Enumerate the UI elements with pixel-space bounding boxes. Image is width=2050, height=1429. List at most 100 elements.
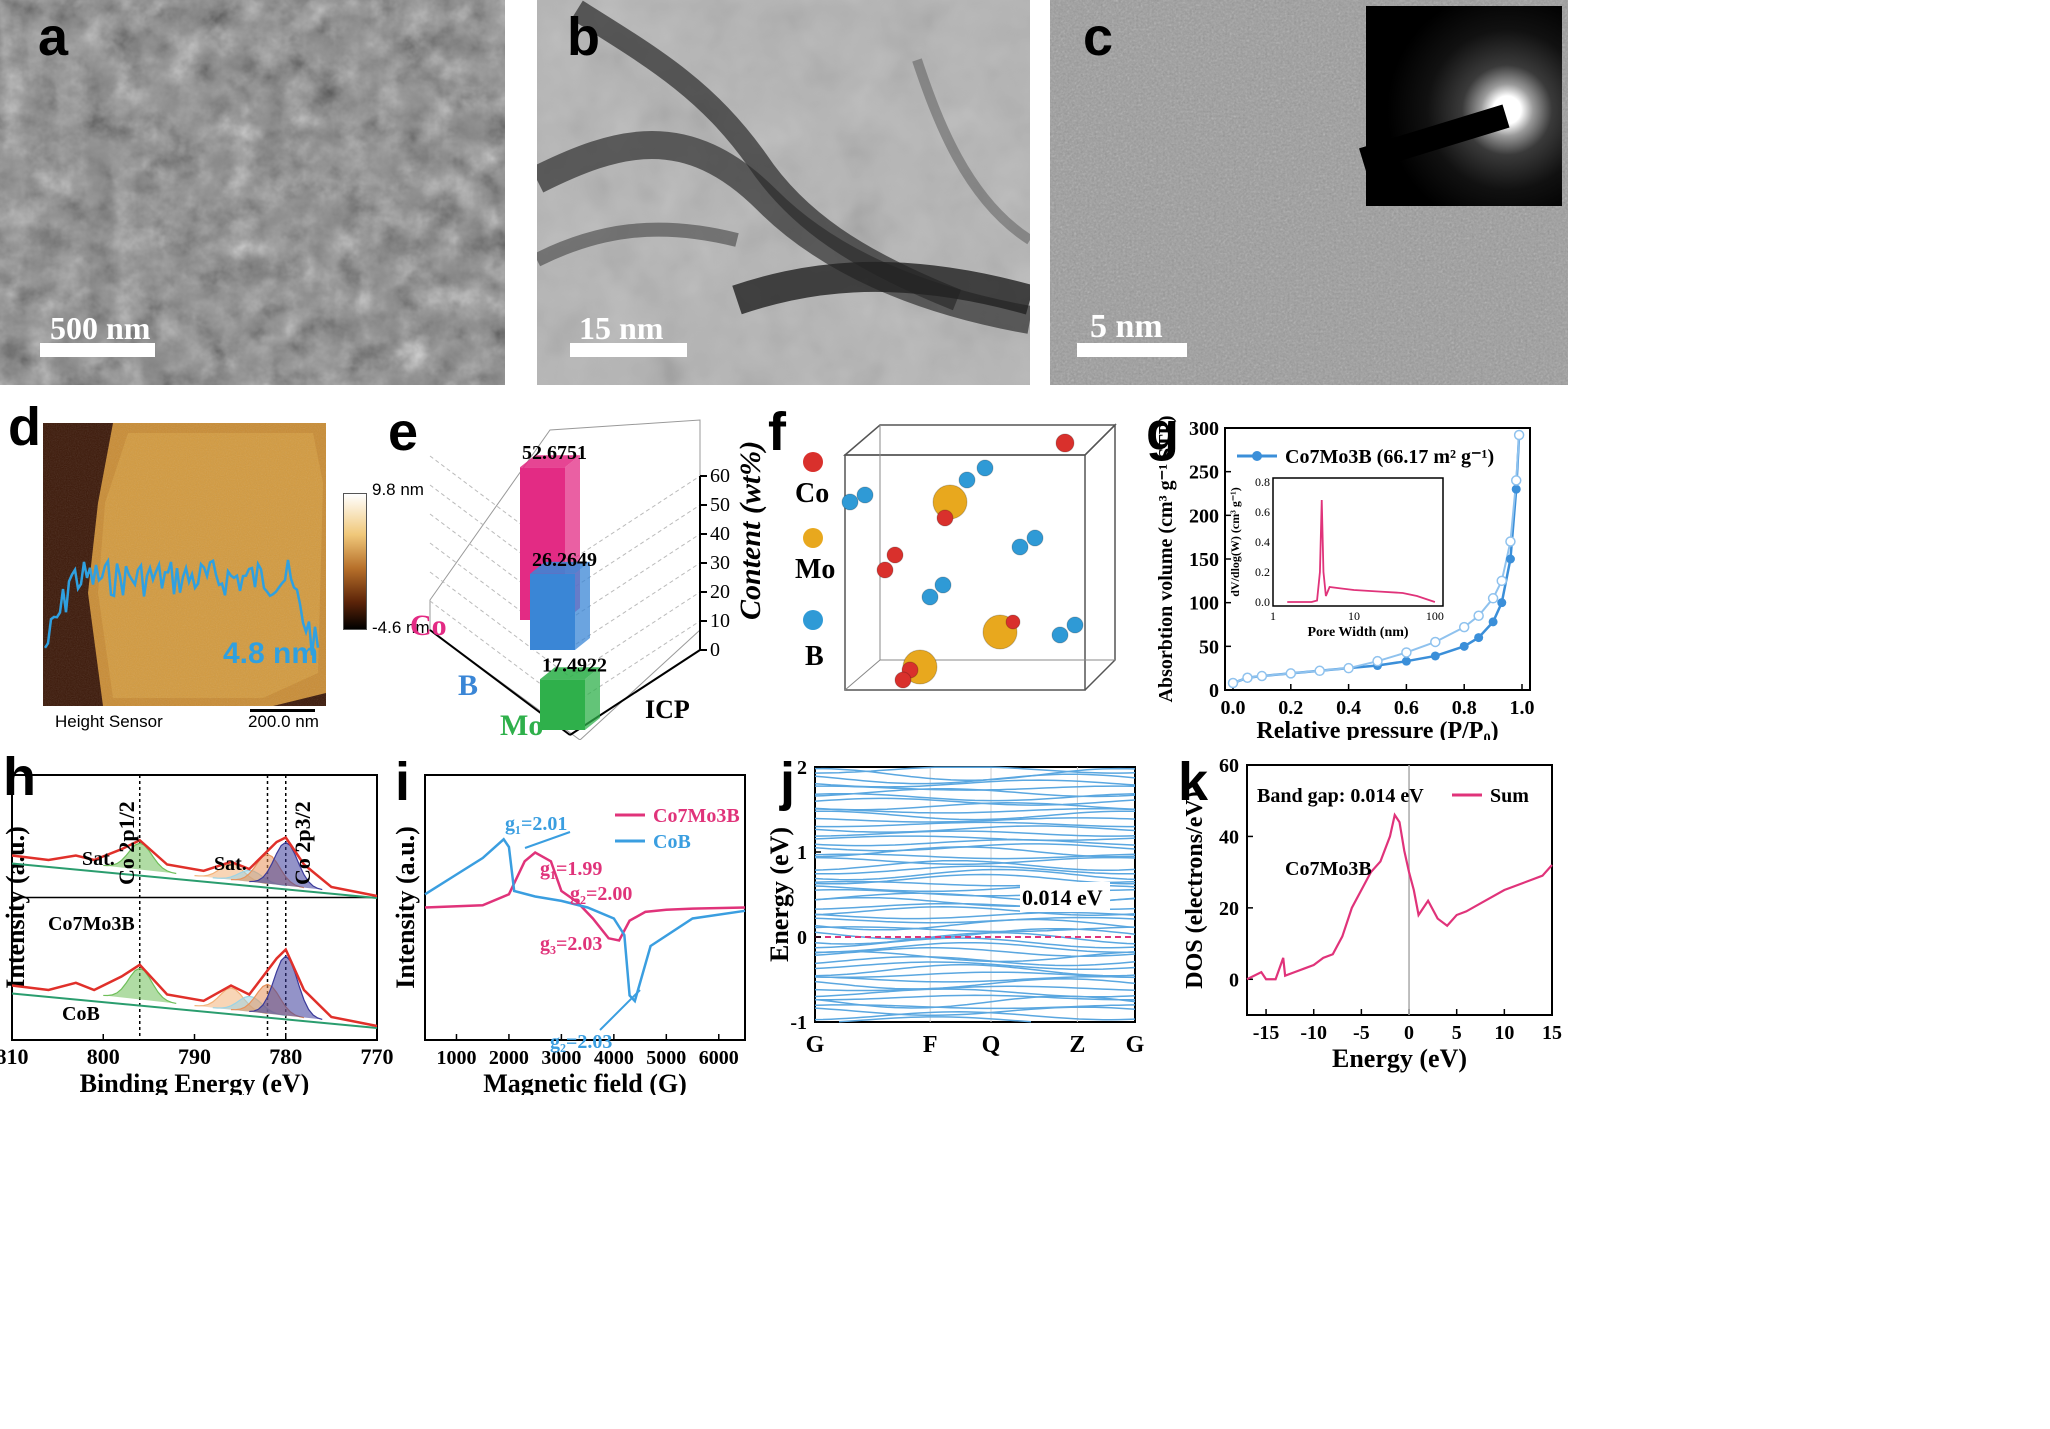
band-line [814,1006,1136,1016]
adsorption-point [1459,641,1469,651]
band-line [814,906,1136,916]
band-line [814,873,1136,885]
band-line [814,1011,1136,1021]
xps-chart-h: 810 800 790 780 770 Binding Energy (eV) Intens… [0,774,394,1095]
g-value-label: g₂=2.03 [550,1031,612,1053]
z-tick-label: 50 [710,494,730,516]
compound-label: Co7Mo3B [1285,858,1372,880]
gap-annotation: 0.014 eV [1022,885,1103,910]
x-tick-label: 0 [1404,1022,1414,1044]
atom-co [876,561,894,579]
bar-value-label: 52.6751 [522,442,587,464]
desorption-point [1227,677,1239,689]
peak-label-2: Co 2p3/2 [290,801,315,885]
band-line [814,961,1136,971]
grid-line [429,600,571,707]
desorption-point [1430,636,1441,648]
xps-envelope [11,835,378,898]
desorption-point [1314,665,1325,677]
x-tick-label: -10 [1300,1022,1327,1044]
sem-texture [0,0,505,385]
axis-label-x: ICP [645,695,690,724]
grid-line [429,455,571,562]
inset-x-tick-label: 1 [1270,609,1276,623]
dos-line [1246,812,1553,981]
x-tick-label: 1000 [436,1047,476,1069]
adsorption-point [1511,484,1521,494]
afm-height-profile [43,557,320,656]
afm-map [43,423,326,706]
x-tick-label: 800 [87,1044,120,1069]
band-line [838,1016,1032,1023]
saed-inset [1359,6,1562,206]
band-line [814,817,1136,823]
y-axis-label: Absorbtion volume (cm³ g⁻¹ STP) [1155,416,1177,703]
grid-line [569,475,701,562]
xps-envelope [11,947,378,1028]
band-line [814,846,1136,858]
scalebar-label-b: 15 nm [579,310,664,346]
curve-label-2: CoB [62,1003,100,1025]
band-line [814,955,1136,967]
z-tick-label: 20 [710,581,730,603]
k-point-label: G [1126,1032,1145,1058]
x-tick-label: 6000 [699,1047,739,1069]
desorption-point [1505,536,1516,547]
legend-atom-co [803,452,823,472]
atom-b [958,471,976,489]
bar-top [530,561,590,574]
panel-a-sem-image: a 500 nm [0,0,505,385]
crystal-structure-f: Co Mo B [795,423,1117,691]
adsorption-point [1505,554,1515,564]
afm-colorbar [343,493,367,630]
x-tick-label: 0.4 [1336,697,1361,719]
inset-line [1287,499,1436,603]
band-line [814,931,1136,945]
band-line [814,835,1136,842]
legend-atom-b [803,610,823,630]
band-line [814,839,1136,847]
grid-line [569,591,701,678]
x-tick-label: 790 [178,1044,211,1069]
y-tick-label: 20 [1219,898,1239,920]
bar-front [530,573,575,650]
x-tick-label: 10 [1494,1022,1514,1044]
colorbar-min-label: -4.6 nm [372,618,430,637]
band-line [814,978,1136,990]
y-tick-label: 300 [1189,418,1219,440]
z-tick-label: 0 [710,639,720,661]
inset-x-tick-label: 10 [1348,609,1360,623]
y-tick-label: -1 [790,1012,807,1034]
afm-profile-value: 4.8 nm [223,637,319,670]
panel-label-g: g [1146,402,1179,462]
legend-label: Sum [1490,785,1529,807]
atom-b [976,459,994,477]
legend-atom-mo [803,528,823,548]
x-tick-label: 810 [0,1044,29,1069]
peak-label-1: Co 2p1/2 [114,801,139,885]
band-line [814,926,1136,933]
legend-label-co: Co [795,478,829,509]
band-line [814,825,1136,833]
x-axis-label: Energy (eV) [1332,1044,1467,1073]
inset-x-tick-label: 100 [1426,609,1444,623]
legend-label-mo: Mo [795,554,835,585]
colorbar-max-label: 9.8 nm [372,480,424,499]
fit-component [103,842,177,875]
scalebar-label-c: 5 nm [1090,308,1163,345]
bar-side [585,667,600,730]
y-tick-label: 0 [797,927,807,949]
y-tick-label: 0 [1209,680,1219,702]
band-line [814,856,1136,866]
band-line [814,830,1136,837]
inset-y-tick-label: 0.4 [1255,535,1270,549]
x-tick-label: 0.0 [1221,697,1246,719]
adsorption-point [1488,617,1498,627]
desorption-point [1343,662,1354,674]
band-line [814,779,1136,788]
atom-b [1011,538,1029,556]
grid-line [569,562,701,649]
panel-label-i: i [395,752,411,812]
height-profile-line [43,557,320,656]
afm-footer-scalebar [250,709,315,712]
